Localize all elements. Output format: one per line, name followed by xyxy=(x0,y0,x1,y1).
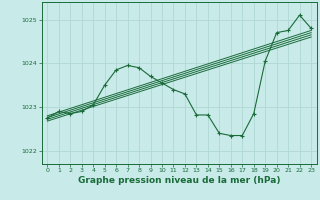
X-axis label: Graphe pression niveau de la mer (hPa): Graphe pression niveau de la mer (hPa) xyxy=(78,176,280,185)
